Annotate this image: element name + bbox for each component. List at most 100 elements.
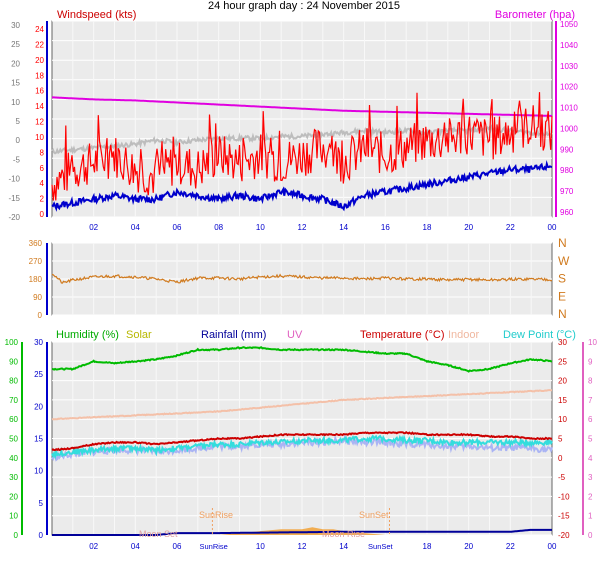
x-tick-label: 10 <box>256 542 265 551</box>
temperature-tick-label: 5 <box>558 435 563 444</box>
barometer-tick-label: 1020 <box>560 83 578 92</box>
left-outer-tick-label: -20 <box>8 213 20 222</box>
temperature-tick-label: 10 <box>558 415 567 424</box>
x-tick-label: 04 <box>131 542 140 551</box>
x-tick-label: 08 <box>214 223 223 232</box>
rainfall-tick-label: 25 <box>34 370 43 379</box>
direction-panel-series <box>51 273 553 284</box>
windspeed-tick-label: 2 <box>40 195 45 204</box>
legend-rainfall: Rainfall (mm) <box>201 329 266 341</box>
wind-panel-axes: 302520151050-5-10-15-2024222018161412108… <box>8 20 578 232</box>
x-tick-label: 20 <box>464 542 473 551</box>
x-tick-label: 06 <box>173 542 182 551</box>
windspeed-tick-label: 12 <box>35 118 44 127</box>
left-outer-tick-label: 0 <box>16 136 21 145</box>
left-outer-tick-label: 5 <box>16 117 21 126</box>
barometer-axis-title: Barometer (hpa) <box>495 9 575 21</box>
x-tick-label: 10 <box>256 223 265 232</box>
uv-tick-label: 0 <box>588 531 593 540</box>
direction-line <box>51 273 553 284</box>
humidity-tick-label: 30 <box>9 473 18 482</box>
left-outer-tick-label: 25 <box>11 40 20 49</box>
windspeed-tick-label: 20 <box>35 56 44 65</box>
compass-label: N <box>558 307 567 321</box>
x-tick-label: SunSet <box>368 542 394 551</box>
barometer-tick-label: 1050 <box>560 20 578 29</box>
humidity-tick-label: 0 <box>14 531 19 540</box>
uv-tick-label: 7 <box>588 396 593 405</box>
direction-tick-label: 180 <box>29 275 43 284</box>
temperature-tick-label: -20 <box>558 531 570 540</box>
moonrise-label: Moon Rise <box>322 529 365 539</box>
windspeed-tick-label: 0 <box>40 210 45 219</box>
temperature-panel-series <box>51 346 553 536</box>
x-tick-label: 02 <box>89 542 98 551</box>
compass-label: N <box>558 236 567 250</box>
left-outer-tick-label: 15 <box>11 79 20 88</box>
direction-tick-label: 0 <box>38 311 43 320</box>
humidity-tick-label: 60 <box>9 415 18 424</box>
x-tick-label: 12 <box>298 223 307 232</box>
temperature-tick-label: 15 <box>558 396 567 405</box>
direction-tick-label: 270 <box>29 257 43 266</box>
temperature-tick-label: 20 <box>558 377 567 386</box>
x-tick-label: 20 <box>464 223 473 232</box>
windspeed-tick-label: 18 <box>35 71 44 80</box>
windspeed-tick-label: 10 <box>35 133 44 142</box>
uv-tick-label: 10 <box>588 338 597 347</box>
temperature-tick-label: -5 <box>558 473 566 482</box>
uv-tick-label: 4 <box>588 454 593 463</box>
x-tick-label: 22 <box>506 223 515 232</box>
uv-tick-label: 9 <box>588 357 593 366</box>
left-outer-tick-label: 20 <box>11 59 20 68</box>
uv-tick-label: 2 <box>588 492 593 501</box>
temperature-tick-label: -15 <box>558 512 570 521</box>
uv-tick-label: 8 <box>588 377 593 386</box>
legend-uv: UV <box>287 329 303 341</box>
moonset-label: Moon Set <box>139 529 178 539</box>
x-tick-label: 00 <box>548 542 557 551</box>
x-tick-label: 18 <box>423 223 432 232</box>
humidity-tick-label: 70 <box>9 396 18 405</box>
barometer-tick-label: 1030 <box>560 62 578 71</box>
left-outer-tick-label: 30 <box>11 21 20 30</box>
uv-tick-label: 5 <box>588 435 593 444</box>
humidity-tick-label: 80 <box>9 377 18 386</box>
uv-tick-label: 1 <box>588 512 593 521</box>
uv-tick-label: 6 <box>588 415 593 424</box>
left-outer-tick-label: -15 <box>8 194 20 203</box>
windspeed-tick-label: 8 <box>40 148 45 157</box>
sunrise-label: SunRise <box>199 510 233 520</box>
x-tick-label: SunRise <box>199 542 227 551</box>
left-outer-tick-label: -5 <box>13 155 21 164</box>
humidity-line <box>51 346 553 373</box>
barometer-tick-label: 1040 <box>560 41 578 50</box>
temperature-tick-label: 30 <box>558 338 567 347</box>
rainfall-tick-label: 20 <box>34 402 43 411</box>
x-tick-label: 02 <box>89 223 98 232</box>
compass-label: S <box>558 272 566 286</box>
legend-indoor: Indoor <box>448 329 480 341</box>
rainfall-tick-label: 0 <box>39 531 44 540</box>
barometer-tick-label: 980 <box>560 166 574 175</box>
uv-tick-label: 3 <box>588 473 593 482</box>
humidity-tick-label: 100 <box>5 338 19 347</box>
x-tick-label: 22 <box>506 542 515 551</box>
x-tick-label: 04 <box>131 223 140 232</box>
humidity-tick-label: 50 <box>9 435 18 444</box>
left-outer-tick-label: -10 <box>8 175 20 184</box>
x-tick-label: 00 <box>548 223 557 232</box>
barometer-tick-label: 1010 <box>560 104 578 113</box>
sun-moon-events: SunRise SunSet Moon Set Moon Rise <box>139 510 389 539</box>
legend-humidity: Humidity (%) <box>56 329 119 341</box>
windspeed-axis-title: Windspeed (kts) <box>57 9 136 21</box>
left-outer-tick-label: 10 <box>11 98 20 107</box>
rainfall-tick-label: 30 <box>34 338 43 347</box>
wind-average-line <box>51 160 553 212</box>
temperature-line <box>51 430 553 452</box>
humidity-tick-label: 90 <box>9 357 18 366</box>
barometer-tick-label: 970 <box>560 187 574 196</box>
